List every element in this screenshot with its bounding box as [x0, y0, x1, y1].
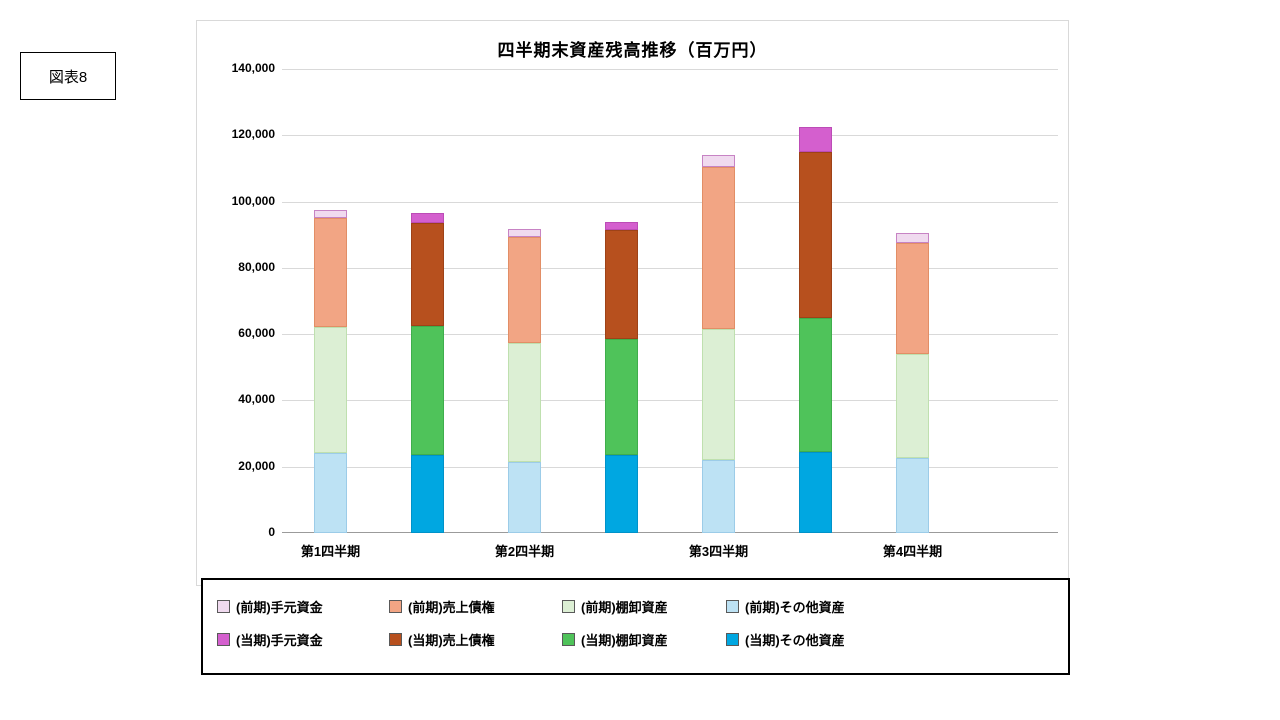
chart-title: 四半期末資産残高推移（百万円）	[497, 41, 768, 60]
segment-(前期)その他資産	[314, 453, 347, 533]
legend-label: (前期)手元資金	[236, 599, 323, 615]
y-tick-label: 120,000	[231, 127, 275, 142]
bar-当期-第3四半期	[799, 127, 832, 533]
gridline	[282, 466, 1058, 468]
segment-(当期)手元資金	[411, 213, 444, 223]
legend-label: (当期)売上債権	[408, 632, 495, 648]
bar-前期-第3四半期	[702, 155, 735, 533]
legend-label: (前期)棚卸資産	[581, 599, 668, 615]
legend-swatch	[389, 632, 402, 646]
x-axis-label: 第4四半期	[882, 544, 943, 559]
legend-label: (当期)その他資産	[745, 632, 845, 648]
segment-(当期)棚卸資産	[799, 318, 832, 452]
y-axis-labels: 0 20,000 40,000 60,000 80,000 100,000 120,000 1…	[197, 61, 275, 539]
gridline	[282, 135, 1058, 137]
legend: (前期)手元資金 (前期)売上債権 (前期)棚卸資産 (前期)その他資産 (当期)手元資…	[201, 578, 1070, 675]
legend-item: (前期)売上債権	[389, 595, 562, 617]
segment-(当期)その他資産	[799, 452, 832, 533]
y-tick-label: 100,000	[231, 193, 275, 208]
legend-swatch	[726, 632, 739, 646]
figure-label-box: 図表8	[20, 52, 116, 100]
segment-(前期)売上債権	[508, 237, 541, 343]
segment-(当期)棚卸資産	[411, 326, 444, 455]
legend-item: (前期)棚卸資産	[562, 595, 726, 617]
segment-(前期)手元資金	[702, 155, 735, 167]
segment-(当期)手元資金	[799, 127, 832, 152]
legend-item: (当期)棚卸資産	[562, 628, 726, 650]
segment-(前期)棚卸資産	[896, 354, 929, 458]
bar-前期-第1四半期	[314, 210, 347, 533]
gridline	[282, 69, 1058, 70]
legend-swatch	[726, 599, 739, 613]
y-tick-label: 40,000	[238, 392, 275, 407]
legend-label: (前期)売上債権	[408, 599, 495, 615]
x-axis-line	[282, 532, 1058, 533]
chart-container: 四半期末資産残高推移（百万円） 0 20,000 40,000 60,000 80,00…	[196, 20, 1069, 586]
legend-swatch	[389, 599, 402, 613]
y-tick-label: 20,000	[238, 458, 275, 473]
x-axis-label: 第3四半期	[688, 544, 749, 559]
gridline	[282, 400, 1058, 402]
legend-label: (当期)手元資金	[236, 632, 323, 648]
legend-swatch	[562, 599, 575, 613]
segment-(前期)その他資産	[896, 458, 929, 533]
segment-(前期)棚卸資産	[314, 327, 347, 453]
gridline	[282, 201, 1058, 203]
bar-前期-第2四半期	[508, 229, 541, 533]
bar-当期-第1四半期	[411, 213, 444, 533]
legend-label: (当期)棚卸資産	[581, 632, 668, 648]
segment-(当期)棚卸資産	[605, 339, 638, 455]
y-tick-label: 80,000	[238, 259, 275, 274]
segment-(前期)売上債権	[314, 218, 347, 327]
legend-item: (前期)手元資金	[217, 595, 389, 617]
segment-(前期)手元資金	[508, 229, 541, 237]
segment-(当期)手元資金	[605, 222, 638, 230]
legend-swatch	[217, 599, 230, 613]
segment-(当期)その他資産	[411, 455, 444, 533]
segment-(前期)手元資金	[896, 233, 929, 243]
gridline	[282, 334, 1058, 336]
y-tick-label: 140,000	[231, 61, 275, 75]
y-tick-label: 0	[268, 525, 275, 539]
y-tick-label: 60,000	[238, 326, 275, 341]
legend-item: (当期)手元資金	[217, 628, 389, 650]
x-axis-label: 第1四半期	[300, 544, 361, 559]
bar-前期-第4四半期	[896, 233, 929, 533]
segment-(前期)棚卸資産	[702, 329, 735, 460]
legend-label: (前期)その他資産	[745, 599, 845, 615]
segment-(前期)その他資産	[508, 462, 541, 533]
segment-(当期)売上債権	[605, 230, 638, 339]
segment-(前期)売上債権	[702, 167, 735, 329]
segment-(前期)売上債権	[896, 243, 929, 354]
legend-swatch	[562, 632, 575, 646]
legend-item: (当期)その他資産	[726, 628, 1068, 650]
legend-swatch	[217, 632, 230, 646]
bar-当期-第2四半期	[605, 222, 638, 533]
plot-area: 第1四半期 第2四半期 第3四半期 第4四半期	[282, 69, 1058, 559]
figure-label: 図表8	[48, 68, 88, 86]
legend-item: (当期)売上債権	[389, 628, 562, 650]
segment-(前期)棚卸資産	[508, 343, 541, 462]
legend-item: (前期)その他資産	[726, 595, 1068, 617]
segment-(当期)その他資産	[605, 455, 638, 533]
segment-(当期)売上債権	[799, 152, 832, 318]
segment-(前期)手元資金	[314, 210, 347, 218]
segment-(当期)売上債権	[411, 223, 444, 326]
gridline	[282, 267, 1058, 269]
segment-(前期)その他資産	[702, 460, 735, 533]
x-axis-label: 第2四半期	[494, 544, 555, 559]
